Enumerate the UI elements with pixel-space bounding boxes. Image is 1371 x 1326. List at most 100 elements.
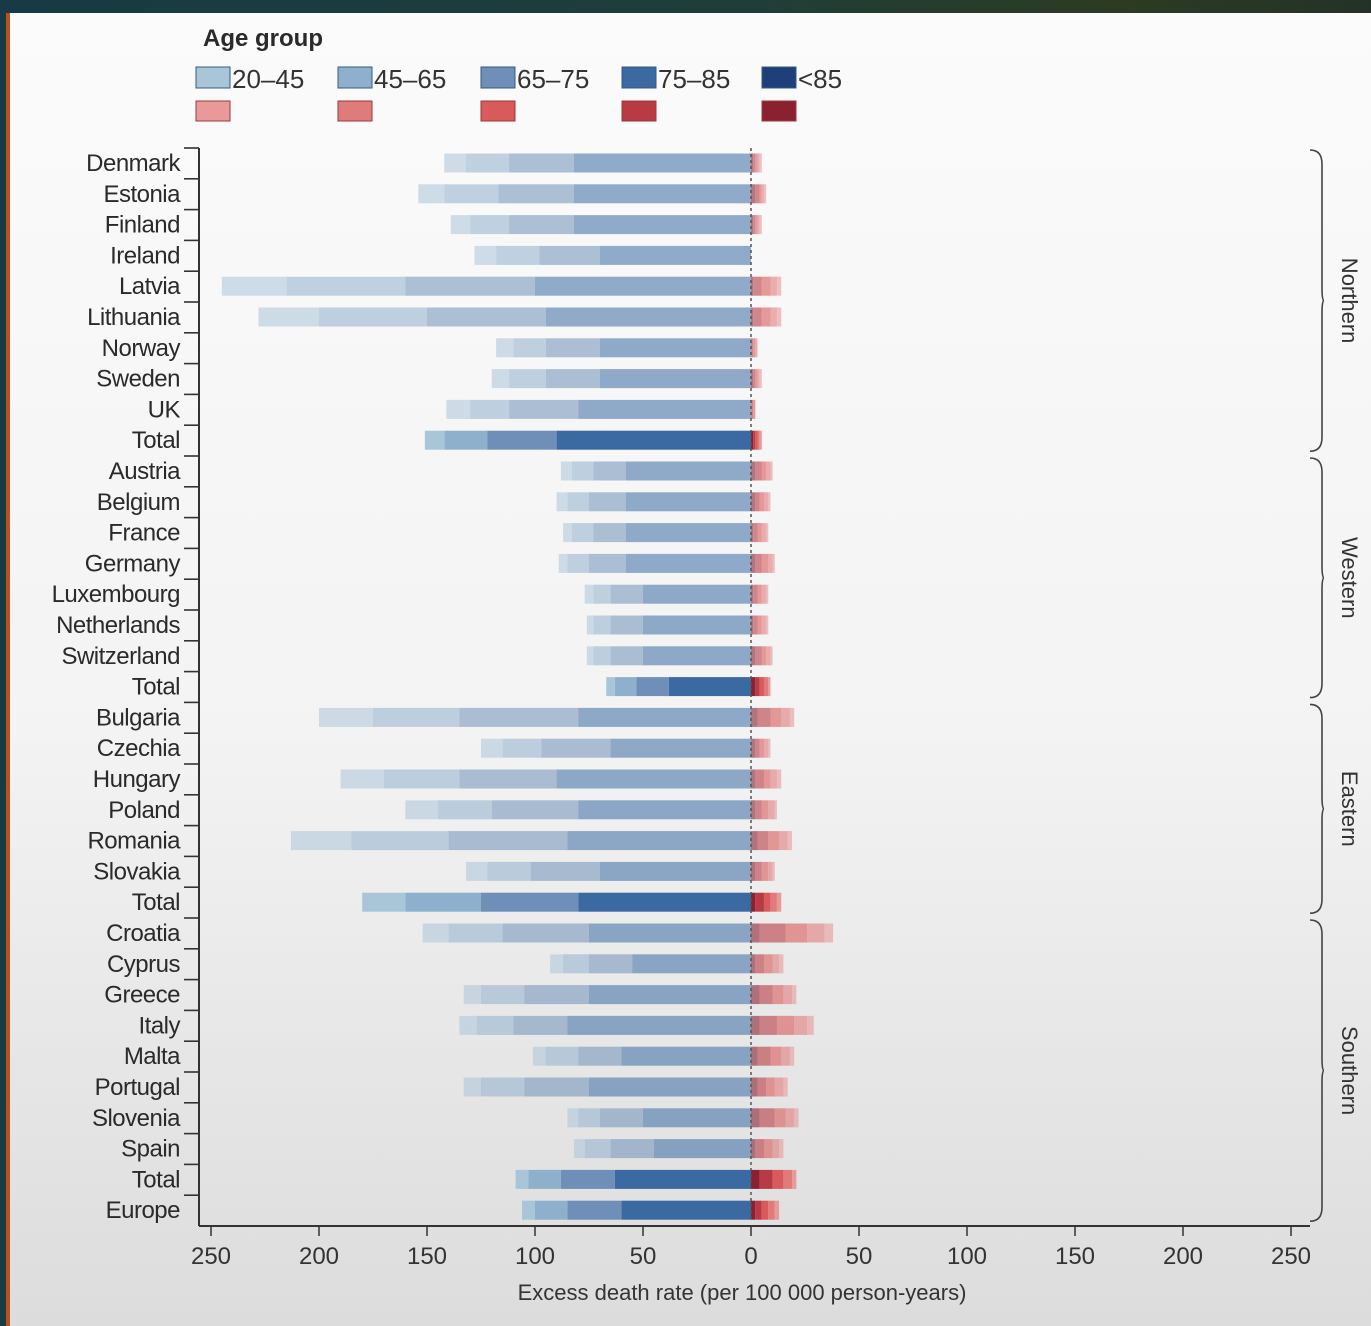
bar-segment-positive (759, 738, 764, 758)
category-label: Sweden (96, 366, 180, 393)
bar-segment-negative (599, 1108, 643, 1128)
legend-swatch-red (337, 100, 373, 122)
category-label: Austria (109, 458, 181, 485)
bar-segment-negative (599, 369, 751, 389)
bar-segment-positive (751, 492, 756, 512)
bar-segment-positive (751, 276, 754, 296)
bar-segment-positive (751, 1200, 756, 1220)
bar-segment-positive (763, 677, 769, 697)
x-tick-label: 200 (1163, 1243, 1203, 1270)
bar-segment-negative (578, 1108, 600, 1128)
bar-segment-negative (319, 707, 373, 727)
category-label: UK (148, 396, 181, 423)
bar-segment-negative (509, 153, 574, 173)
category-label: Spain (121, 1136, 180, 1163)
category-label: Europe (106, 1197, 181, 1224)
bar-segment-negative (593, 461, 626, 481)
bar-segment-negative (593, 646, 611, 666)
bar-segment-negative (509, 215, 574, 235)
bar-segment-positive (770, 1046, 782, 1066)
bar-segment-negative (589, 1077, 751, 1097)
bar-segment-negative (621, 1046, 751, 1066)
bar-segment-negative (530, 861, 600, 881)
bar-segment-negative (567, 492, 589, 512)
bar-segment-positive (757, 1046, 771, 1066)
bar-segment-negative (643, 584, 751, 604)
bar-segment-positive (751, 307, 754, 327)
bar-segment-negative (668, 677, 751, 697)
bar-segment-positive (755, 153, 758, 173)
bar-segment-negative (528, 1169, 561, 1189)
bar-segment-positive (759, 1015, 777, 1035)
bar-segment-positive (779, 831, 788, 851)
bar-segment-positive (776, 769, 782, 789)
bar-segment-positive (757, 153, 760, 173)
category-label: Slovakia (93, 858, 181, 885)
bar-segment-positive (766, 646, 771, 666)
bar-segment-negative (532, 1046, 546, 1066)
bar-segment-positive (755, 861, 762, 881)
category-label: Lithuania (87, 304, 181, 331)
region-label: Northern (1337, 258, 1362, 344)
bar-segment-negative (567, 1015, 751, 1035)
bar-segment-negative (621, 1200, 751, 1220)
bar-segment-negative (599, 338, 751, 358)
bar-segment-negative (573, 215, 751, 235)
bar-segment-positive (753, 430, 756, 450)
bar-segment-positive (759, 1108, 775, 1128)
x-axis-title: Excess death rate (per 100 000 person-ye… (518, 1280, 967, 1305)
bars (221, 148, 834, 1222)
bar-segment-positive (774, 1200, 780, 1220)
bar-segment-positive (774, 800, 777, 820)
category-label: France (108, 520, 180, 547)
category-label: Czechia (97, 735, 181, 762)
bar-segment-positive (755, 369, 758, 389)
bar-segment-negative (560, 461, 572, 481)
bar-segment-positive (761, 276, 771, 296)
bar-segment-positive (753, 584, 758, 604)
bar-segment-negative (496, 338, 514, 358)
bar-segment-positive (807, 1015, 814, 1035)
bar-segment-negative (221, 276, 287, 296)
category-label: Greece (104, 982, 180, 1009)
bar-segment-positive (785, 923, 808, 943)
category-label: Belgium (97, 489, 180, 516)
bar-segment-negative (290, 831, 352, 851)
bar-segment-positive (751, 677, 756, 697)
bar-segment-positive (779, 1139, 784, 1159)
bar-segment-positive (772, 985, 784, 1005)
bar-segment-positive (751, 523, 754, 543)
bar-segment-negative (643, 615, 751, 635)
bar-segment-positive (751, 1077, 758, 1097)
bar-segment-positive (755, 954, 764, 974)
bar-segment-negative (496, 245, 540, 265)
bar-segment-positive (755, 769, 764, 789)
bar-segment-positive (755, 1200, 762, 1220)
bar-segment-positive (751, 1169, 760, 1189)
bar-segment-positive (763, 769, 771, 789)
bar-segment-negative (578, 892, 751, 912)
bar-segment-positive (763, 954, 773, 974)
bar-segment-positive (751, 184, 756, 204)
bar-segment-negative (448, 831, 568, 851)
bar-segment-negative (424, 430, 445, 450)
bar-segment-negative (474, 245, 497, 265)
bar-segment-negative (550, 954, 564, 974)
bar-segment-positive (792, 1169, 797, 1189)
bar-segment-positive (757, 831, 769, 851)
bar-segment-positive (768, 861, 773, 881)
category-label: Germany (85, 550, 181, 577)
bar-segment-positive (755, 430, 758, 450)
bar-segment-negative (586, 646, 594, 666)
bar-segment-negative (491, 800, 579, 820)
bar-segment-positive (761, 523, 767, 543)
bar-segment-negative (610, 1139, 654, 1159)
bar-segment-negative (593, 523, 626, 543)
bar-segment-positive (751, 954, 756, 974)
category-label: Norway (102, 335, 181, 362)
category-label: Bulgaria (96, 704, 181, 731)
bar-segment-negative (373, 707, 460, 727)
region-label: Eastern (1337, 771, 1362, 847)
bar-segment-negative (589, 492, 626, 512)
region-label: Western (1337, 537, 1362, 619)
